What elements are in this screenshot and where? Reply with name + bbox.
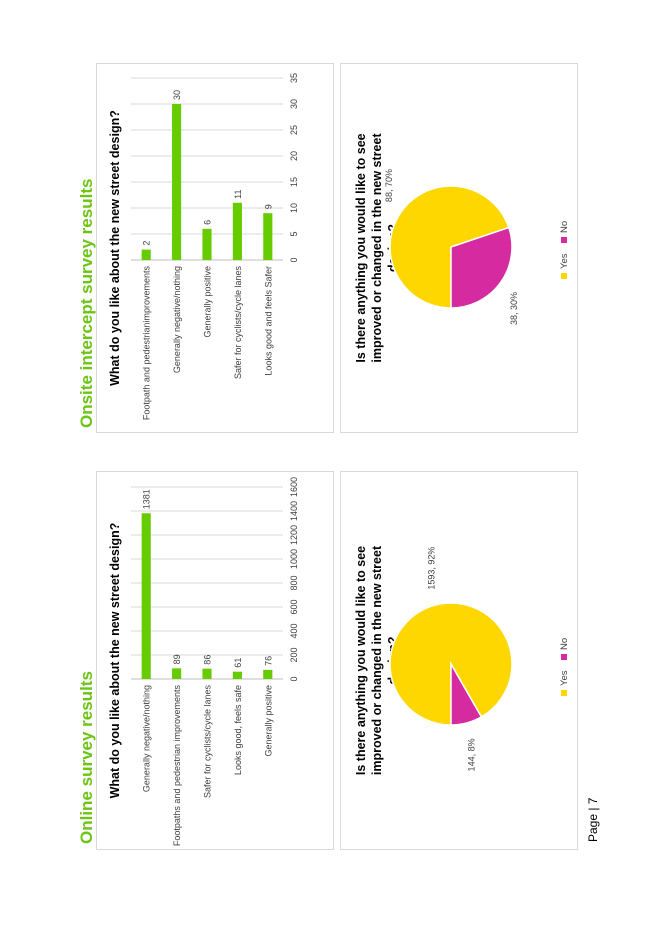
legend-swatch [561,690,567,696]
x-tick-label: 1200 [289,525,299,545]
x-tick-label: 0 [289,257,299,262]
x-tick-label: 400 [289,623,299,638]
x-tick-label: 35 [289,73,299,83]
legend-label: No [559,638,570,650]
bar [141,513,151,679]
onsite-pie-chart: 88, 70% 38, 30% Yes No [384,169,570,325]
x-tick-label: 5 [289,231,299,236]
onsite-heading: Onsite intercept survey results [77,178,96,428]
bar [263,669,273,679]
data-label: 89 [172,654,182,664]
legend-swatch [561,237,567,243]
x-tick-label: 600 [289,599,299,614]
data-label: 30 [172,90,182,100]
legend-label: Yes [559,670,570,686]
category-label: Safer for cyclists/cycle lanes [203,685,213,799]
online-bar-chart-panel: What do you like about the new street de… [96,471,334,850]
x-tick-label: 1000 [289,549,299,569]
category-label: Generally negative/nothing [172,266,182,373]
category-label: Generally negative/nothing [142,685,152,792]
bar [202,228,212,260]
online-bar-chart: 0 200 400 600 800 1000 1200 1400 1600 Generally n… [131,477,299,847]
chart-title: What do you like about the new street de… [108,110,122,386]
legend-swatch [561,273,567,279]
category-label: Footpaths and pedestrian improvements [172,685,182,847]
pie-slice [450,661,483,726]
x-tick-label: 0 [289,676,299,681]
category-label: Looks good, feels safe [233,685,243,775]
data-label: 6 [203,220,213,225]
online-pie-chart: 1593, 92% 144, 8% Yes No [389,547,570,771]
bar [172,668,182,679]
legend-swatch [561,654,567,660]
category-label: Generally positive [263,685,273,757]
onsite-pie-chart-panel: Is there anything you would like to see … [340,63,578,433]
data-label: 86 [203,655,213,665]
x-tick-label: 10 [289,203,299,213]
bar [232,671,242,679]
bar [172,104,182,260]
onsite-bar-chart-panel: What do you like about the new street de… [96,63,334,433]
x-tick-label: 1400 [289,501,299,521]
online-heading: Online survey results [77,671,96,844]
category-label: Generally positive [203,266,213,338]
category-label: Safer for cyclists/cycle lanes [233,266,243,380]
data-label: 61 [233,658,243,668]
pie-slice [389,185,510,309]
category-label: Looks good and feels Safer [263,266,273,376]
page-number: Page | 7 [586,797,600,842]
x-tick-label: 800 [289,575,299,590]
bar [232,202,242,260]
data-label: 1381 [142,489,152,509]
data-label: 11 [233,189,243,198]
online-pie-chart-panel: Is there anything you would like to see … [340,471,578,850]
onsite-bar-chart: 0 5 10 15 20 25 30 35 Footpath and pedestrianimp… [131,73,299,421]
x-tick-label: 30 [289,99,299,109]
legend-label: Yes [559,253,570,269]
slice-label: 1593, 92% [427,547,437,590]
x-tick-label: 20 [289,151,299,161]
data-label: 9 [263,204,273,209]
bar [263,213,273,260]
slice-label: 38, 30% [509,292,519,325]
pie-slice [450,226,513,309]
bar [202,668,212,679]
bar [141,249,151,260]
x-tick-label: 200 [289,647,299,662]
data-label: 2 [142,241,152,246]
slice-label: 88, 70% [384,169,394,202]
legend-label: No [559,221,570,233]
x-tick-label: 15 [289,177,299,187]
category-label: Footpath and pedestrianimprovements [142,266,152,421]
x-tick-label: 1600 [289,477,299,497]
slice-label: 144, 8% [466,738,476,771]
chart-title: What do you like about the new street de… [108,522,122,799]
x-tick-label: 25 [289,125,299,135]
data-label: 76 [263,656,273,666]
